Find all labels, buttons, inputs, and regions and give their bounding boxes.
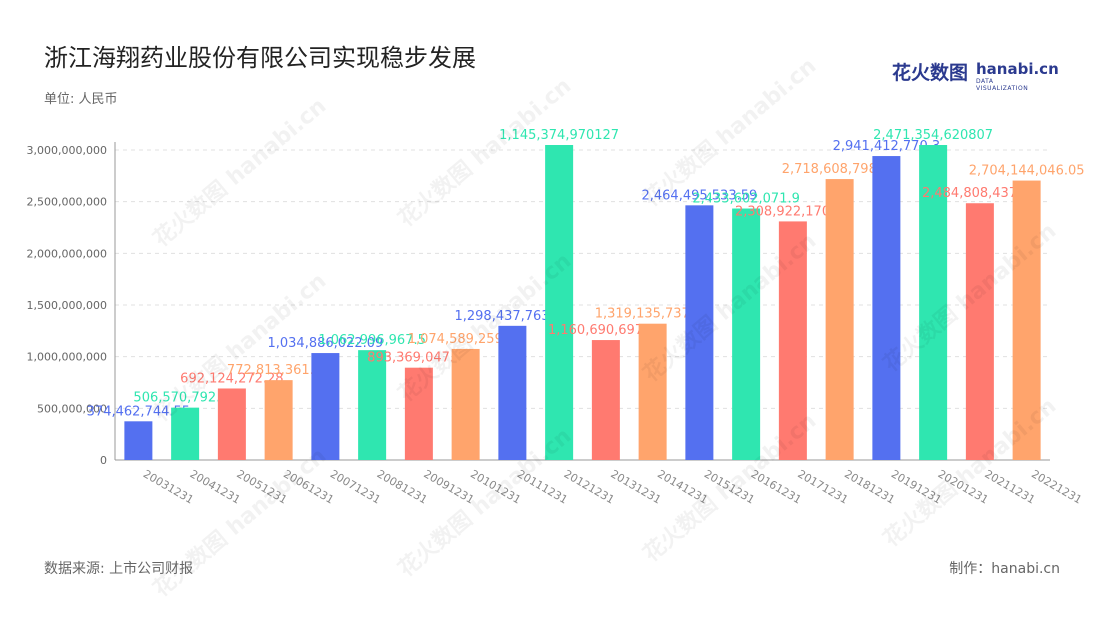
x-tick-label: 20121231 [562, 467, 617, 506]
data-label: 2,308,922,170.29 [735, 204, 851, 219]
data-label: 1,034,886,022.09 [267, 336, 383, 351]
data-label: 2,464,495,533.59 [641, 188, 757, 203]
x-tick-label: 20151231 [702, 467, 757, 506]
bar [872, 156, 901, 460]
bar [264, 380, 293, 460]
data-source: 数据来源: 上市公司财报 [44, 561, 194, 577]
bar [778, 221, 807, 460]
y-tick-label: 2,000,000,000 [27, 247, 107, 260]
bar [825, 179, 854, 460]
data-label: 2,484,808,437.08 [922, 186, 1038, 201]
data-label: 1,145,374,970127 [499, 128, 619, 143]
data-label: 2,941,412,770.3 [833, 139, 941, 154]
bar [965, 203, 994, 461]
bar [451, 348, 480, 460]
data-label: 1,298,437,763.59 [454, 309, 570, 324]
bar [638, 323, 667, 460]
bar [591, 340, 620, 460]
unit-label: 单位: 人民币 [44, 92, 118, 107]
x-tick-label: 20071231 [328, 467, 383, 506]
x-tick-label: 20131231 [608, 467, 663, 506]
x-tick-label: 20141231 [655, 467, 710, 506]
chart-title: 浙江海翔药业股份有限公司实现稳步发展 [44, 44, 476, 72]
brand-cn: 花火数图 [892, 62, 969, 84]
maker-credit: 制作：hanabi.cn [949, 561, 1060, 577]
bar [358, 350, 387, 460]
bar [1012, 180, 1041, 460]
data-label: 692,124,272.28 [180, 371, 283, 386]
bar [311, 353, 340, 460]
x-tick-label: 20161231 [749, 467, 804, 506]
bar [124, 421, 153, 460]
x-tick-label: 20051231 [234, 467, 289, 506]
bar [404, 367, 433, 460]
x-tick-label: 20041231 [188, 467, 243, 506]
data-label: 1,062,996,967.5 [318, 333, 426, 348]
data-label: 772,813,361.11 [227, 363, 330, 378]
x-tick-label: 20091231 [421, 467, 476, 506]
x-tick-label: 20031231 [141, 467, 196, 506]
x-tick-label: 20211231 [982, 467, 1037, 506]
data-label: 1,319,135,737.79 [595, 307, 711, 322]
bar [919, 145, 948, 460]
x-tick-label: 20191231 [889, 467, 944, 506]
y-tick-label: 2,500,000,000 [27, 196, 107, 209]
x-tick-label: 20111231 [515, 467, 570, 506]
data-label: 2,433,602,071.9 [692, 192, 800, 207]
y-tick-label: 1,000,000,000 [27, 351, 107, 364]
x-tick-label: 20101231 [468, 467, 523, 506]
y-tick-label: 3,000,000,000 [27, 144, 107, 157]
x-tick-label: 20201231 [936, 467, 991, 506]
data-label: 2,704,144,046.05 [969, 164, 1085, 179]
x-tick-label: 20081231 [375, 467, 430, 506]
brand-en: hanabi.cn [976, 60, 1059, 78]
data-label: 893,369,047.11 [367, 351, 470, 366]
x-tick-label: 20171231 [795, 467, 850, 506]
x-tick-label: 20221231 [1029, 467, 1084, 506]
brand-logo: 花火数图 hanabi.cn DATA VISUALIZATION [892, 58, 1059, 92]
y-tick-label: 500,000,000 [37, 402, 107, 415]
brand-sub: DATA VISUALIZATION [976, 78, 1029, 92]
x-tick-label: 20181231 [842, 467, 897, 506]
bar [498, 325, 527, 460]
x-tick-label: 20061231 [281, 467, 336, 506]
y-tick-label: 1,500,000,000 [27, 299, 107, 312]
data-label: 2,471,354,620807 [873, 128, 993, 143]
data-label: 1,074,589,259.85 [408, 332, 524, 347]
bar [545, 145, 574, 460]
bar [171, 407, 200, 460]
bar [685, 205, 714, 460]
bar [732, 208, 761, 460]
y-tick-label: 0 [100, 454, 107, 467]
data-label: 1,160,690,697.58 [548, 323, 664, 338]
data-label: 506,570,792.71 [133, 391, 236, 406]
data-label: 2,718,608,798.51 [782, 162, 898, 177]
data-label: 374,462,744.55 [87, 404, 190, 419]
bar [217, 388, 246, 460]
